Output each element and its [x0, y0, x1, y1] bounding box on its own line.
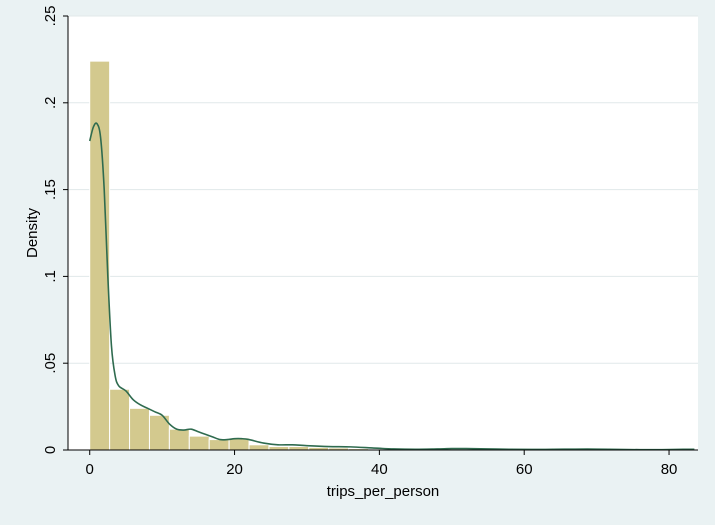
plot-area [68, 16, 698, 450]
x-axis-ticks: 0 20 40 60 80 [86, 450, 678, 478]
y-tick-label: .2 [42, 97, 59, 110]
x-tick-label: 40 [371, 461, 388, 478]
density-layer [88, 122, 695, 451]
y-axis-ticks: 0 .05 .1 .15 .2 .25 [42, 6, 68, 454]
axes [67, 16, 698, 451]
histogram-bar [288, 446, 310, 451]
histogram-bar [129, 407, 150, 451]
y-axis-title: Density [24, 207, 41, 258]
histogram-bar [268, 446, 290, 451]
density-line [88, 122, 695, 451]
x-axis-title: trips_per_person [327, 483, 440, 500]
x-tick-label: 80 [661, 461, 678, 478]
histogram-bar [168, 428, 190, 451]
y-tick-label: .1 [42, 270, 59, 283]
histogram-bar [208, 439, 230, 451]
y-tick-label: .15 [42, 179, 59, 200]
histogram-bar [109, 388, 131, 451]
x-tick-label: 60 [516, 461, 533, 478]
y-tick-label: 0 [42, 446, 59, 454]
y-tick-label: .05 [42, 353, 59, 374]
y-tick-label: .25 [42, 6, 59, 27]
x-tick-label: 0 [86, 461, 94, 478]
histogram-bar [188, 435, 210, 451]
x-tick-label: 20 [226, 461, 243, 478]
grid-lines [68, 15, 698, 364]
histogram-bar [248, 444, 270, 451]
